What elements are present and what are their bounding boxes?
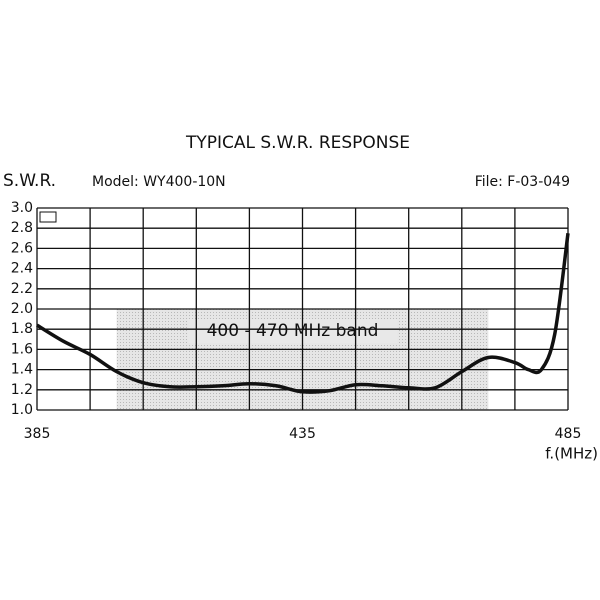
file-label: File: F-03-049 <box>475 174 570 190</box>
y-tick-label: 1.2 <box>11 382 33 398</box>
y-tick-label: 2.2 <box>11 281 33 297</box>
x-tick-label: 435 <box>289 426 316 442</box>
y-tick-label: 1.8 <box>11 321 33 337</box>
logo-icon <box>39 211 57 223</box>
y-tick-label: 2.8 <box>11 220 33 236</box>
x-tick-label: 485 <box>555 426 582 442</box>
y-axis-label: S.W.R. <box>3 171 56 191</box>
x-axis-label: f.(MHz) <box>545 445 598 463</box>
x-tick-label: 385 <box>24 426 51 442</box>
y-tick-label: 1.4 <box>11 362 33 378</box>
y-tick-label: 1.6 <box>11 341 33 357</box>
model-label: Model: WY400-10N <box>92 174 226 190</box>
y-tick-label: 2.6 <box>11 240 33 256</box>
y-tick-label: 3.0 <box>11 200 33 216</box>
band-label-bg <box>187 319 398 343</box>
y-tick-label: 2.0 <box>11 301 33 317</box>
y-tick-label: 2.4 <box>11 261 33 277</box>
y-tick-label: 1.0 <box>11 402 33 418</box>
band-label: 400 - 470 MHz band <box>207 321 379 341</box>
chart-title: TYPICAL S.W.R. RESPONSE <box>185 133 410 153</box>
line <box>36 233 570 394</box>
